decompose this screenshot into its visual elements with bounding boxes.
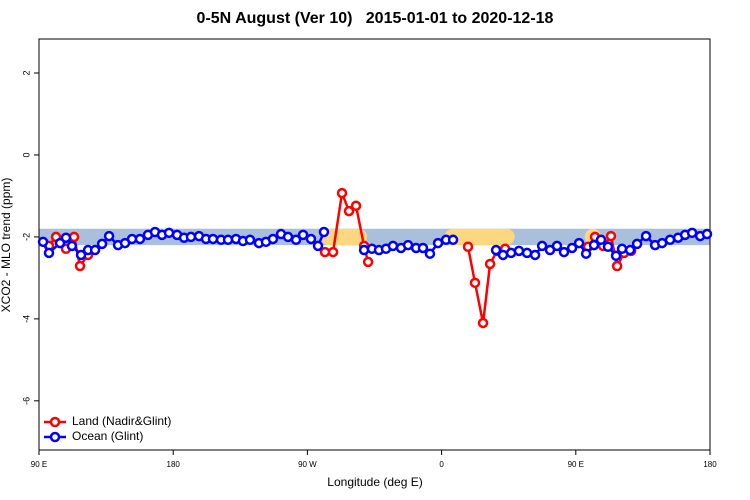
series-marker: [595, 234, 607, 246]
series-marker: [521, 247, 533, 259]
series-marker: [96, 238, 108, 250]
series-marker: [207, 233, 219, 245]
series-marker: [89, 244, 101, 256]
legend-label: Ocean (Glint): [72, 429, 143, 443]
series-marker: [362, 256, 374, 268]
legend-marker: [49, 416, 61, 428]
series-marker: [529, 249, 541, 261]
series-marker: [37, 236, 49, 248]
series-marker: [447, 234, 459, 246]
series-marker: [282, 231, 294, 243]
series-marker: [68, 231, 80, 243]
series-marker: [103, 230, 115, 242]
legend-marker: [49, 431, 61, 443]
x-tick-label: 90 E: [568, 460, 584, 469]
series-marker: [318, 226, 330, 238]
series-marker: [610, 250, 622, 262]
y-tick-label: 2: [21, 71, 31, 76]
y-tick-label: 0: [21, 152, 31, 157]
series-marker: [664, 234, 676, 246]
series-marker: [336, 187, 348, 199]
series-marker: [602, 241, 614, 253]
series-marker: [417, 242, 429, 254]
series-marker: [624, 244, 636, 256]
series-marker: [573, 237, 585, 249]
chart-title: 0-5N August (Ver 10) 2015-01-01 to 2020-…: [197, 10, 554, 27]
series-marker: [244, 234, 256, 246]
x-tick-label: 90 E: [31, 460, 47, 469]
series-marker: [701, 228, 713, 240]
series-marker: [616, 243, 628, 255]
series-marker: [605, 230, 617, 242]
series-marker: [631, 238, 643, 250]
series-marker: [566, 242, 578, 254]
series-marker: [43, 247, 55, 259]
series-marker: [462, 241, 474, 253]
series-marker: [60, 232, 72, 243]
series-marker: [350, 200, 362, 212]
x-tick-label: 0: [439, 460, 444, 469]
y-tick-label: -2: [21, 233, 31, 241]
series-marker: [477, 317, 489, 329]
series-marker: [536, 240, 548, 252]
series-marker: [484, 258, 496, 270]
series-marker: [75, 249, 87, 261]
series-marker: [66, 240, 78, 252]
x-tick-label: 180: [167, 460, 181, 469]
land-band: [444, 228, 515, 246]
series-marker: [343, 205, 355, 217]
series-marker: [402, 239, 414, 251]
series-marker: [163, 227, 175, 239]
series-marker: [588, 239, 600, 251]
series-marker: [305, 233, 317, 245]
series-marker: [497, 249, 509, 261]
series-marker: [267, 233, 279, 245]
series-marker: [290, 234, 302, 246]
x-axis-label: Longitude (deg E): [327, 475, 422, 489]
series-marker: [686, 227, 698, 239]
y-tick-label: -4: [21, 315, 31, 323]
series-marker: [327, 246, 339, 258]
series-marker: [580, 248, 592, 259]
series-marker: [134, 233, 146, 245]
series-marker: [387, 240, 399, 252]
land-band: [320, 228, 368, 246]
series-marker: [469, 277, 481, 289]
series-marker: [185, 231, 197, 243]
x-tick-label: 90 W: [298, 460, 317, 469]
series-marker: [424, 248, 436, 259]
y-axis-label: XCO2 - MLO trend (ppm): [0, 178, 13, 313]
series-marker: [611, 260, 623, 272]
series-marker: [558, 246, 570, 258]
series-marker: [74, 260, 86, 272]
legend-label: Land (Nadir&Glint): [72, 414, 171, 428]
series-marker: [312, 240, 324, 252]
series-marker: [551, 240, 563, 252]
series-marker: [513, 245, 525, 257]
series-marker: [640, 230, 652, 242]
series-marker: [432, 237, 444, 249]
series-marker: [319, 246, 331, 258]
series-marker: [297, 229, 309, 241]
x-tick-label: 180: [703, 460, 717, 469]
series-marker: [490, 244, 502, 256]
y-tick-label: -6: [21, 397, 31, 405]
